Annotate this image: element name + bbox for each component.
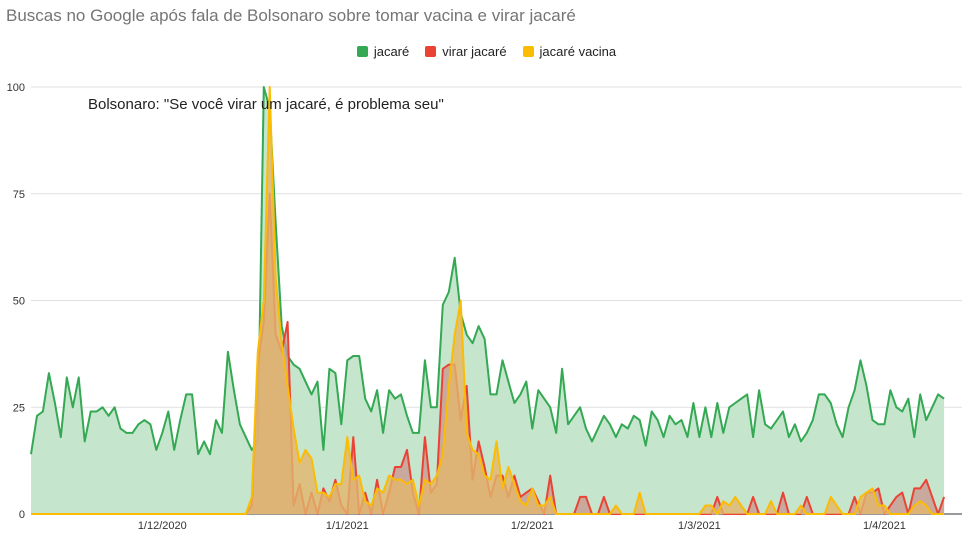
legend-label-jacare-vacina: jacaré vacina (539, 44, 617, 59)
legend-label-jacare: jacaré (373, 44, 410, 59)
legend: jacaré virar jacaré jacaré vacina (0, 44, 973, 59)
legend-label-virar-jacare: virar jacaré (442, 44, 507, 59)
x-tick-label: 1/2/2021 (511, 520, 554, 532)
y-tick-label: 100 (7, 82, 25, 94)
y-tick-label: 0 (19, 509, 25, 521)
legend-item-jacare-vacina[interactable]: jacaré vacina (522, 44, 617, 59)
legend-swatch-jacare-vacina (522, 46, 534, 57)
legend-item-virar-jacare[interactable]: virar jacaré (425, 44, 507, 59)
x-tick-label: 1/1/2021 (326, 520, 369, 532)
x-tick-label: 1/12/2020 (138, 520, 187, 532)
legend-swatch-jacare (356, 46, 368, 57)
x-tick-label: 1/4/2021 (863, 520, 906, 532)
y-tick-label: 75 (13, 189, 25, 201)
x-tick-label: 1/3/2021 (678, 520, 721, 532)
chart-annotation: Bolsonaro: "Se você virar um jacaré, é p… (88, 96, 444, 113)
series-line-2 (31, 86, 945, 515)
series-area-2 (31, 87, 945, 514)
series-line-0 (30, 86, 945, 456)
legend-item-jacare[interactable]: jacaré (356, 44, 410, 59)
y-tick-label: 25 (13, 402, 25, 414)
y-tick-label: 50 (13, 296, 25, 308)
chart-title: Buscas no Google após fala de Bolsonaro … (6, 6, 576, 25)
legend-swatch-virar-jacare (425, 46, 437, 57)
